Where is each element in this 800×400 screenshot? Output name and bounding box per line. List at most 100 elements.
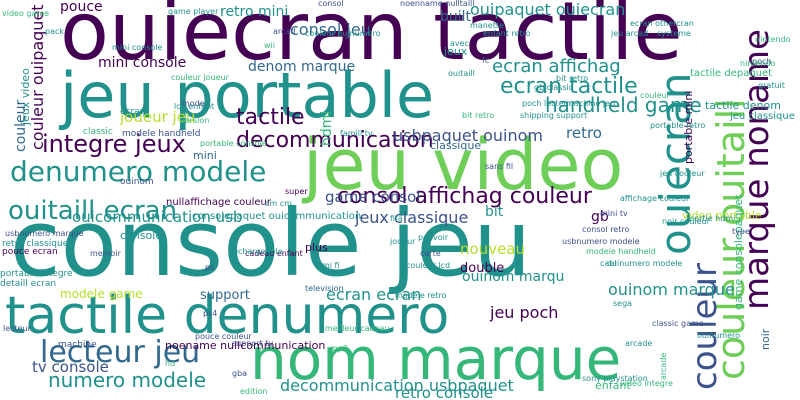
word-cloud-word: lcd enfant	[174, 102, 215, 111]
word-cloud-word: cm cm	[265, 199, 292, 208]
word-cloud-word: ouitaill	[448, 69, 475, 78]
word-cloud-word: ouinumero	[697, 331, 741, 340]
word-cloud-word: joueur jeu	[120, 108, 196, 126]
word-cloud-word: classic game	[652, 319, 704, 328]
word-cloud-word: bit retro	[556, 74, 589, 83]
word-cloud-word: decommunication	[236, 128, 434, 153]
word-cloud-word: manette	[470, 21, 504, 30]
word-cloud-word: usbpaquet ouinom	[393, 126, 543, 145]
word-cloud-word: consol jeu	[290, 20, 371, 39]
word-cloud-word: mi fi	[322, 261, 340, 270]
word-cloud-word: detaill ecran	[0, 279, 57, 289]
word-cloud-word: memoir	[90, 249, 121, 258]
word-cloud-word: pouce couleur	[195, 332, 252, 341]
word-cloud-word: systeme	[657, 29, 691, 38]
word-cloud-word: arcade	[659, 352, 668, 380]
word-cloud-word: console jeu	[10, 190, 532, 297]
word-cloud-word: shipping support	[520, 111, 588, 120]
word-cloud-word: ouicommunication usb	[72, 208, 243, 226]
word-cloud-word: nom marque	[250, 325, 622, 393]
word-cloud-word: denom marque	[248, 59, 356, 75]
word-cloud-word: affichage couleur	[620, 194, 690, 203]
word-cloud-word: jeu portable	[60, 59, 435, 132]
word-cloud-word: couleur joueur	[171, 73, 229, 82]
word-cloud-word: ouinom marque	[608, 280, 735, 299]
word-cloud-word: game consolepaquet	[732, 194, 745, 311]
word-cloud-word: nullaffichage couleur	[166, 197, 272, 208]
word-cloud-word: lecteur jeu	[40, 335, 201, 370]
word-cloud-word: usbnumero marque	[5, 229, 84, 238]
word-cloud-word: support	[200, 288, 250, 303]
word-cloud-word: fc	[482, 56, 490, 65]
word-cloud-word: gb classic	[534, 83, 574, 92]
word-cloud-word: machine jeu	[566, 99, 616, 108]
word-cloud-word: poch lecteur	[522, 99, 572, 108]
word-cloud-word: cabl	[600, 259, 617, 268]
word-cloud-word: noir	[759, 328, 772, 350]
word-cloud-word: gb	[591, 209, 609, 225]
word-cloud-word: edition	[240, 387, 268, 396]
word-cloud-word: retro mini	[220, 4, 289, 20]
word-cloud-word: mini tv	[600, 209, 628, 218]
word-cloud-word: game consol	[325, 188, 421, 206]
word-cloud-word: ps	[205, 263, 215, 272]
word-cloud-word: built	[440, 9, 472, 25]
word-cloud-word: sega	[613, 299, 633, 308]
word-cloud-word: modele game	[60, 287, 143, 301]
word-cloud-word: noir couleur	[662, 217, 710, 226]
word-cloud-word: jeu video	[303, 124, 624, 206]
word-cloud-word: sony playstation	[582, 374, 648, 383]
word-cloud-word: mode	[182, 99, 205, 108]
word-cloud-word: ouinumero modele	[607, 259, 683, 268]
word-cloud-word: jeu classique	[730, 111, 795, 122]
word-cloud-word: nouveau	[460, 240, 525, 258]
word-cloud-word: meilleur cadeau	[325, 324, 390, 333]
word-cloud-word: ecran ecran	[326, 285, 422, 304]
word-cloud-word: gba	[232, 369, 248, 378]
word-cloud-word: couleur lcd	[406, 261, 451, 270]
word-cloud-word: famill tv	[340, 129, 373, 138]
word-cloud-word: portable console	[200, 139, 267, 148]
word-cloud-word: classic	[83, 127, 113, 137]
word-cloud-word: ouitaill ecran	[8, 196, 178, 226]
word-cloud-word: nintendo	[740, 59, 776, 68]
word-cloud-word: hdmi	[319, 110, 335, 146]
word-cloud-word: plus	[305, 241, 328, 254]
word-cloud-word: enfant retro	[483, 29, 531, 38]
word-cloud-word: console	[120, 229, 163, 242]
word-cloud-word: mini console	[98, 55, 187, 71]
word-cloud-word: bit	[485, 204, 504, 220]
word-cloud-word: support tv	[232, 339, 274, 348]
word-cloud-word: sortie hdmi	[690, 214, 736, 223]
word-cloud-word: consol affichag couleur	[337, 184, 592, 209]
word-cloud-word: integre jeux	[42, 130, 186, 158]
word-cloud-word: avec	[450, 39, 469, 48]
word-cloud-word: jeux classique	[355, 208, 469, 227]
word-cloud-word: tv console	[32, 358, 109, 376]
word-cloud-word: mp3	[330, 344, 348, 353]
word-cloud-word: carte	[420, 249, 441, 258]
word-cloud-word: wii	[264, 41, 275, 50]
word-cloud-word: ouinom marqu	[462, 269, 565, 285]
word-cloud-word: video game	[2, 9, 50, 18]
word-cloud-word: sans fil	[485, 162, 514, 171]
word-cloud-word: ecran	[120, 107, 146, 117]
word-cloud-word: hd	[165, 359, 176, 368]
word-cloud-word: fifa	[390, 214, 403, 223]
word-cloud-word: ps4	[203, 309, 218, 318]
word-cloud-word: double	[460, 261, 505, 276]
word-cloud-word: numero modele	[48, 368, 207, 392]
word-cloud-word: jeu arcad	[611, 29, 649, 38]
word-cloud-word: portable integre	[0, 269, 73, 279]
word-cloud-word: pouce ecran	[2, 247, 58, 257]
word-cloud-word: classique	[430, 139, 482, 152]
word-cloud-word: game player	[168, 7, 219, 16]
word-cloud-word: modele retro	[395, 291, 447, 300]
word-cloud-word: retro classique	[2, 239, 69, 249]
word-cloud-word: gratuit	[758, 81, 785, 90]
word-cloud-word: cadeau enfant	[245, 249, 303, 258]
word-cloud-word: retro console	[395, 384, 494, 400]
word-cloud-word: rechargeable	[230, 247, 283, 256]
word-cloud-word: television	[305, 284, 344, 293]
word-cloud-word: retro	[566, 124, 602, 142]
